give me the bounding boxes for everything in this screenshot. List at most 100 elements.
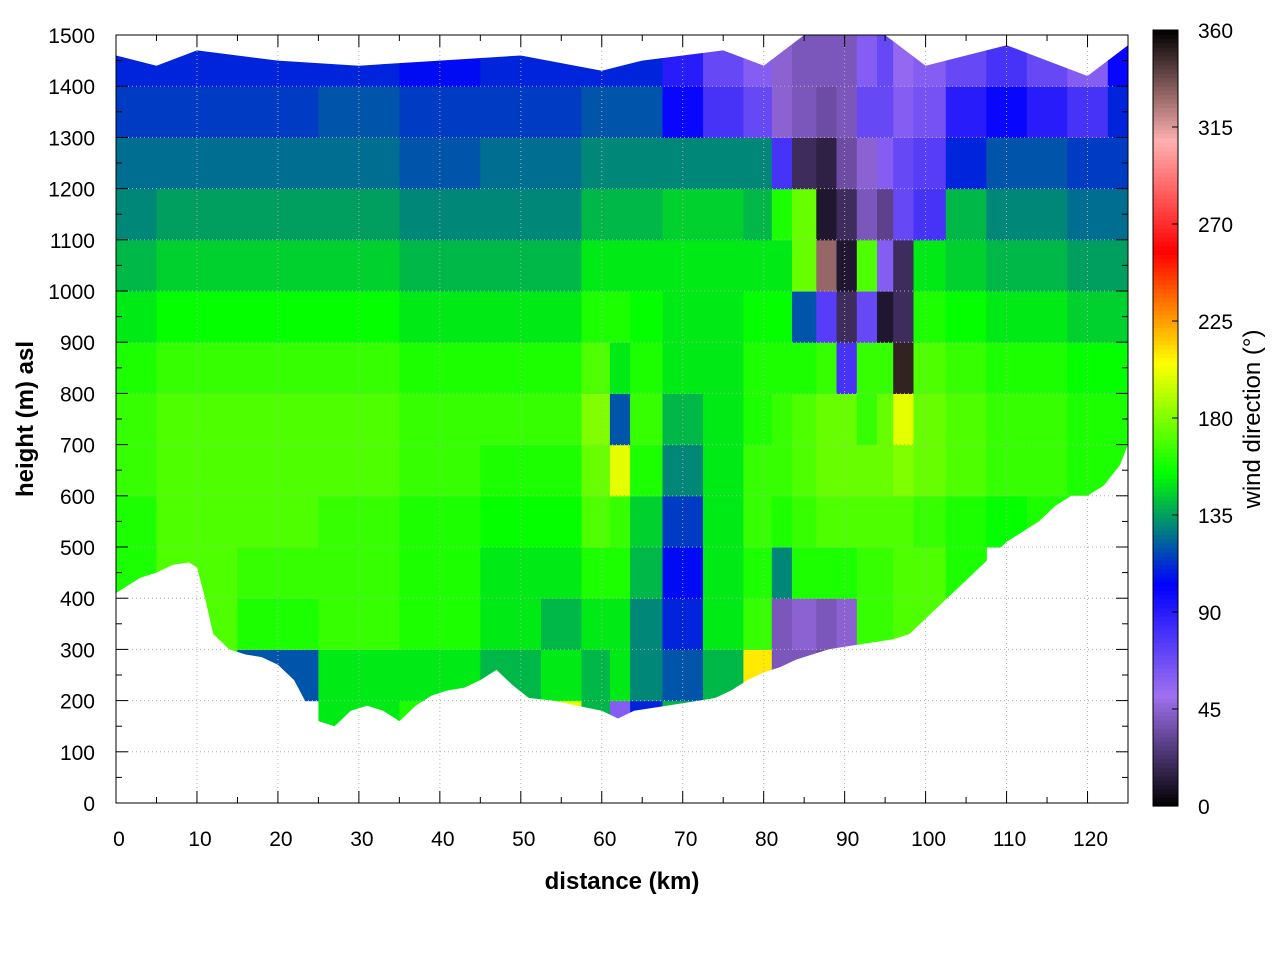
colorbar-step — [1153, 219, 1178, 225]
colorbar-step — [1153, 767, 1178, 773]
heat-cell — [816, 495, 838, 548]
colorbar-step — [1153, 267, 1178, 273]
colorbar-step — [1153, 172, 1178, 178]
x-tick-label: 70 — [674, 828, 697, 851]
colorbar-step — [1153, 422, 1178, 428]
colorbar-step — [1153, 603, 1178, 609]
colorbar-step — [1153, 715, 1178, 721]
y-tick-label: 1500 — [48, 25, 95, 48]
heat-cell — [237, 342, 319, 394]
heat-cell — [945, 495, 987, 548]
heat-cell — [609, 239, 631, 292]
heat-cell — [541, 649, 583, 702]
heat-cell — [836, 137, 858, 190]
colorbar-step — [1153, 486, 1178, 492]
colorbar-step — [1153, 176, 1178, 182]
heat-cell — [318, 444, 400, 497]
heat-cell — [986, 444, 1028, 497]
colorbar-step — [1153, 521, 1178, 527]
heat-cell — [877, 393, 894, 446]
heat-cell — [609, 86, 631, 138]
heat-cell — [541, 342, 583, 394]
heat-cell — [630, 239, 664, 292]
colorbar-step — [1153, 749, 1178, 755]
heat-cell — [913, 444, 947, 497]
colorbar-step — [1153, 504, 1178, 510]
heat-cell — [662, 188, 704, 241]
heat-cell — [856, 86, 878, 138]
heat-cell — [399, 444, 481, 497]
x-tick-label: 50 — [512, 828, 535, 851]
heat-cell — [836, 239, 858, 292]
heat-cell — [318, 239, 400, 292]
y-axis-title: height (m) asl — [12, 341, 39, 497]
heat-cell — [986, 239, 1028, 292]
heat-cell — [816, 86, 838, 138]
heat-cell — [1026, 393, 1068, 446]
heat-cell — [836, 598, 858, 650]
x-tick-label: 60 — [593, 828, 616, 851]
colorbar-step — [1153, 547, 1178, 553]
colorbar-step — [1153, 47, 1178, 53]
heat-cell — [836, 342, 858, 394]
colorbar-tick-label: 225 — [1198, 311, 1233, 334]
x-tick-label: 80 — [755, 828, 778, 851]
heat-cell — [1107, 342, 1128, 394]
heat-cell — [771, 137, 793, 190]
colorbar-step — [1153, 469, 1178, 475]
colorbar-step — [1153, 538, 1178, 544]
heat-cell — [771, 188, 793, 241]
heat-cell — [945, 239, 987, 292]
heat-cell — [1067, 86, 1109, 138]
heat-cell — [581, 239, 611, 292]
heat-cell — [743, 547, 773, 599]
heat-cell — [609, 444, 631, 497]
colorbar-step — [1153, 616, 1178, 622]
heat-cell — [856, 291, 878, 343]
heat-cell — [703, 86, 745, 138]
colorbar-tick-label: 270 — [1198, 214, 1233, 237]
y-tick-label: 1000 — [48, 281, 95, 304]
colorbar-step — [1153, 525, 1178, 531]
colorbar-step — [1153, 357, 1178, 363]
heat-cell — [913, 393, 947, 446]
heat-cell — [156, 188, 239, 241]
colorbar-step — [1153, 435, 1178, 441]
heat-cell — [836, 393, 858, 446]
colorbar-step — [1153, 633, 1178, 639]
heat-cell — [771, 291, 793, 343]
colorbar-step — [1153, 534, 1178, 540]
y-tick-label: 1100 — [50, 230, 95, 253]
heat-cell — [662, 239, 704, 292]
x-tick-label: 90 — [836, 828, 859, 851]
colorbar-step — [1153, 215, 1178, 221]
colorbar-step — [1153, 646, 1178, 652]
heat-cell — [743, 239, 773, 292]
colorbar-step — [1153, 133, 1178, 139]
heat-cell — [581, 444, 611, 497]
y-tick-label: 1400 — [48, 76, 95, 99]
heat-cell — [609, 547, 631, 599]
heat-cell — [480, 239, 542, 292]
heat-cell — [609, 393, 631, 446]
heat-cell — [771, 86, 793, 138]
heat-cell — [662, 342, 704, 394]
heat-cell — [913, 547, 947, 599]
y-tick-label: 400 — [60, 588, 95, 611]
y-tick-label: 100 — [60, 742, 95, 765]
heat-cell — [986, 86, 1028, 138]
heat-cell — [541, 444, 583, 497]
colorbar-step — [1153, 426, 1178, 432]
colorbar-step — [1153, 439, 1178, 445]
heat-cell — [609, 495, 631, 548]
heat-cell — [893, 444, 914, 497]
colorbar-step — [1153, 555, 1178, 561]
heat-cell — [792, 137, 817, 190]
colorbar-step — [1153, 258, 1178, 264]
heat-cell — [581, 649, 611, 702]
colorbar-step — [1153, 60, 1178, 66]
colorbar-step — [1153, 482, 1178, 488]
heat-cell — [703, 137, 745, 190]
colorbar-step — [1153, 478, 1178, 484]
